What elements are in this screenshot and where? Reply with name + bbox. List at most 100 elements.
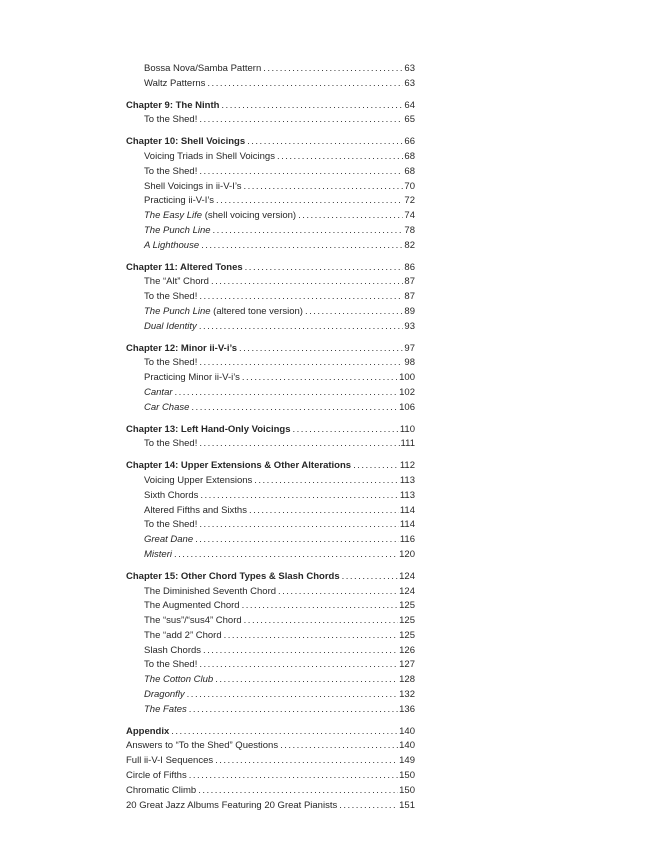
toc-chapter-row: Appendix 140 bbox=[126, 725, 415, 740]
toc-entry-label: Waltz Patterns bbox=[144, 77, 205, 92]
dot-leader bbox=[293, 423, 399, 438]
toc-entry-title-italic: The Cotton Club bbox=[144, 674, 214, 686]
toc-section: Chapter 13: Left Hand-Only Voicings 110 To… bbox=[126, 423, 415, 453]
toc-entry-label: Altered Fifths and Sixths bbox=[144, 504, 247, 519]
toc-section: Chapter 14: Upper Extensions & Other Alt… bbox=[126, 459, 415, 563]
toc-entry-label: Circle of Fifths bbox=[126, 769, 187, 784]
dot-leader bbox=[244, 614, 398, 629]
toc-entry-row: Chromatic Climb 150 bbox=[126, 784, 415, 799]
toc-entry-row: To the Shed! 114 bbox=[126, 518, 415, 533]
dot-leader bbox=[189, 769, 398, 784]
toc-entry-title: The Augmented Chord bbox=[144, 600, 240, 612]
toc-entry-label: Chapter 12: Minor ii-V-i’s bbox=[126, 342, 237, 357]
toc-entry-title: Practicing Minor ii-V-i’s bbox=[144, 372, 240, 384]
toc-entry-title: 20 Great Jazz Albums Featuring 20 Great … bbox=[126, 799, 338, 811]
toc-page-number: 120 bbox=[399, 548, 415, 560]
toc-page-number: 66 bbox=[404, 136, 415, 148]
toc-entry-row: To the Shed! 127 bbox=[126, 658, 415, 673]
dot-leader bbox=[215, 673, 398, 688]
toc-chapter-row: Chapter 14: Upper Extensions & Other Alt… bbox=[126, 459, 415, 474]
toc-entry-title: Voicing Upper Extensions bbox=[144, 474, 253, 486]
dot-leader bbox=[245, 261, 404, 276]
toc-entry-label: Answers to “To the Shed” Questions bbox=[126, 739, 278, 754]
toc-page-number: 140 bbox=[399, 740, 415, 752]
toc-entry-title: Altered Fifths and Sixths bbox=[144, 504, 247, 516]
toc-entry-label: The Punch Line bbox=[144, 224, 211, 239]
dot-leader bbox=[198, 784, 398, 799]
toc-entry-row: The Fates 136 bbox=[126, 703, 415, 718]
toc-entry-row: Voicing Triads in Shell Voicings 68 bbox=[126, 150, 415, 165]
dot-leader bbox=[254, 474, 399, 489]
toc-page-number: 125 bbox=[399, 629, 415, 641]
toc-entry-row: Practicing Minor ii-V-i’s 100 bbox=[126, 371, 415, 386]
toc-entry-title-italic: Car Chase bbox=[144, 401, 190, 413]
toc-entry-label: The Easy Life (shell voicing version) bbox=[144, 209, 296, 224]
toc-entry-row: Dragonfly 132 bbox=[126, 688, 415, 703]
toc-chapter-row: Chapter 12: Minor ii-V-i’s 97 bbox=[126, 342, 415, 357]
toc-entry-row: The “add 2” Chord 125 bbox=[126, 629, 415, 644]
toc-section: Bossa Nova/Samba Pattern 63 Waltz Patterns… bbox=[126, 62, 415, 92]
toc-page-number: 125 bbox=[399, 600, 415, 612]
toc-entry-title-italic: Dragonfly bbox=[144, 689, 185, 701]
dot-leader bbox=[199, 437, 399, 452]
toc-entry-label: Great Dane bbox=[144, 533, 193, 548]
dot-leader bbox=[239, 342, 403, 357]
toc-entry-row: Practicing ii-V-I’s 72 bbox=[126, 194, 415, 209]
toc-entry-row: Full ii-V-I Sequences 149 bbox=[126, 754, 415, 769]
toc-entry-row: The Easy Life (shell voicing version) 74 bbox=[126, 209, 415, 224]
dot-leader bbox=[224, 629, 399, 644]
dot-leader bbox=[199, 518, 398, 533]
toc-entry-row: Altered Fifths and Sixths 114 bbox=[126, 504, 415, 519]
dot-leader bbox=[175, 386, 399, 401]
toc-entry-row: The “Alt” Chord 87 bbox=[126, 275, 415, 290]
dot-leader bbox=[242, 371, 398, 386]
toc-page-number: 125 bbox=[399, 615, 415, 627]
toc-entry-label: The “sus”/“sus4” Chord bbox=[144, 614, 242, 629]
toc-page-number: 132 bbox=[399, 689, 415, 701]
toc-entry-title: Chapter 12: Minor ii-V-i’s bbox=[126, 342, 238, 354]
toc-entry-label: Chapter 14: Upper Extensions & Other Alt… bbox=[126, 459, 351, 474]
dot-leader bbox=[249, 504, 399, 519]
toc-entry-label: Chapter 9: The Ninth bbox=[126, 99, 219, 114]
dot-leader bbox=[199, 290, 403, 305]
toc-entry-label: To the Shed! bbox=[144, 658, 197, 673]
toc-page-number: 74 bbox=[404, 210, 415, 222]
dot-leader bbox=[353, 459, 399, 474]
toc: Bossa Nova/Samba Pattern 63 Waltz Patterns… bbox=[126, 62, 415, 813]
toc-section: Chapter 9: The Ninth 64 To the Shed! 65 bbox=[126, 99, 415, 129]
toc-entry-label: The “add 2” Chord bbox=[144, 629, 222, 644]
toc-page-number: 100 bbox=[399, 372, 415, 384]
toc-page-number: 126 bbox=[399, 644, 415, 656]
toc-entry-title: To the Shed! bbox=[144, 114, 198, 126]
toc-entry-title: Waltz Patterns bbox=[144, 77, 206, 89]
toc-entry-label: To the Shed! bbox=[144, 518, 197, 533]
toc-entry-label: The “Alt” Chord bbox=[144, 275, 209, 290]
toc-entry-label: Dragonfly bbox=[144, 688, 185, 703]
toc-entry-title: To the Shed! bbox=[144, 519, 198, 531]
toc-entry-title: The “Alt” Chord bbox=[144, 276, 209, 288]
toc-page-number: 93 bbox=[404, 320, 415, 332]
toc-entry-title: Bossa Nova/Samba Pattern bbox=[144, 63, 262, 74]
toc-entry-title: To the Shed! bbox=[144, 357, 198, 369]
dot-leader bbox=[280, 739, 398, 754]
toc-page-number: 64 bbox=[404, 99, 415, 111]
toc-entry-title-italic: Great Dane bbox=[144, 534, 194, 546]
toc-entry-title: To the Shed! bbox=[144, 165, 198, 177]
toc-entry-title: Voicing Triads in Shell Voicings bbox=[144, 150, 275, 162]
toc-entry-label: Shell Voicings in ii-V-I’s bbox=[144, 180, 242, 195]
toc-entry-label: Practicing ii-V-I’s bbox=[144, 194, 214, 209]
toc-page-number: 72 bbox=[404, 195, 415, 207]
toc-entry-label: Car Chase bbox=[144, 401, 189, 416]
toc-page-number: 70 bbox=[404, 180, 415, 192]
dot-leader bbox=[278, 585, 398, 600]
toc-page-number: 65 bbox=[404, 114, 415, 126]
toc-entry-row: Slash Chords 126 bbox=[126, 644, 415, 659]
toc-entry-suffix: (shell voicing version) bbox=[202, 210, 297, 222]
toc-entry-row: The Cotton Club 128 bbox=[126, 673, 415, 688]
dot-leader bbox=[339, 799, 398, 814]
toc-section: Appendix140Answers to “To the Shed” Ques… bbox=[126, 725, 415, 814]
dot-leader bbox=[211, 275, 403, 290]
toc-entry-label: Voicing Upper Extensions bbox=[144, 474, 252, 489]
toc-page-number: 63 bbox=[404, 63, 415, 74]
